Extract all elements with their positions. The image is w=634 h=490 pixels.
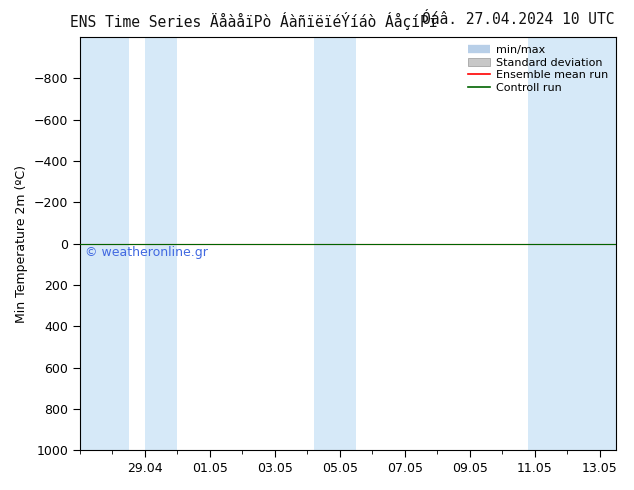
Bar [314, 37, 356, 450]
Bar [80, 37, 129, 450]
Text: ENS Time Series ÄåàåïPò ÁàñïëïéÝíáò ÁåçíPí: ENS Time Series ÄåàåïPò ÁàñïëïéÝíáò Áåçí… [70, 12, 437, 30]
Bar [145, 37, 178, 450]
Y-axis label: Min Temperature 2m (ºC): Min Temperature 2m (ºC) [15, 165, 28, 322]
Text: Óáâ. 27.04.2024 10 UTC: Óáâ. 27.04.2024 10 UTC [422, 12, 615, 27]
Text: © weatheronline.gr: © weatheronline.gr [85, 245, 208, 259]
Legend: min/max, Standard deviation, Ensemble mean run, Controll run: min/max, Standard deviation, Ensemble me… [463, 40, 612, 98]
Bar [528, 37, 616, 450]
